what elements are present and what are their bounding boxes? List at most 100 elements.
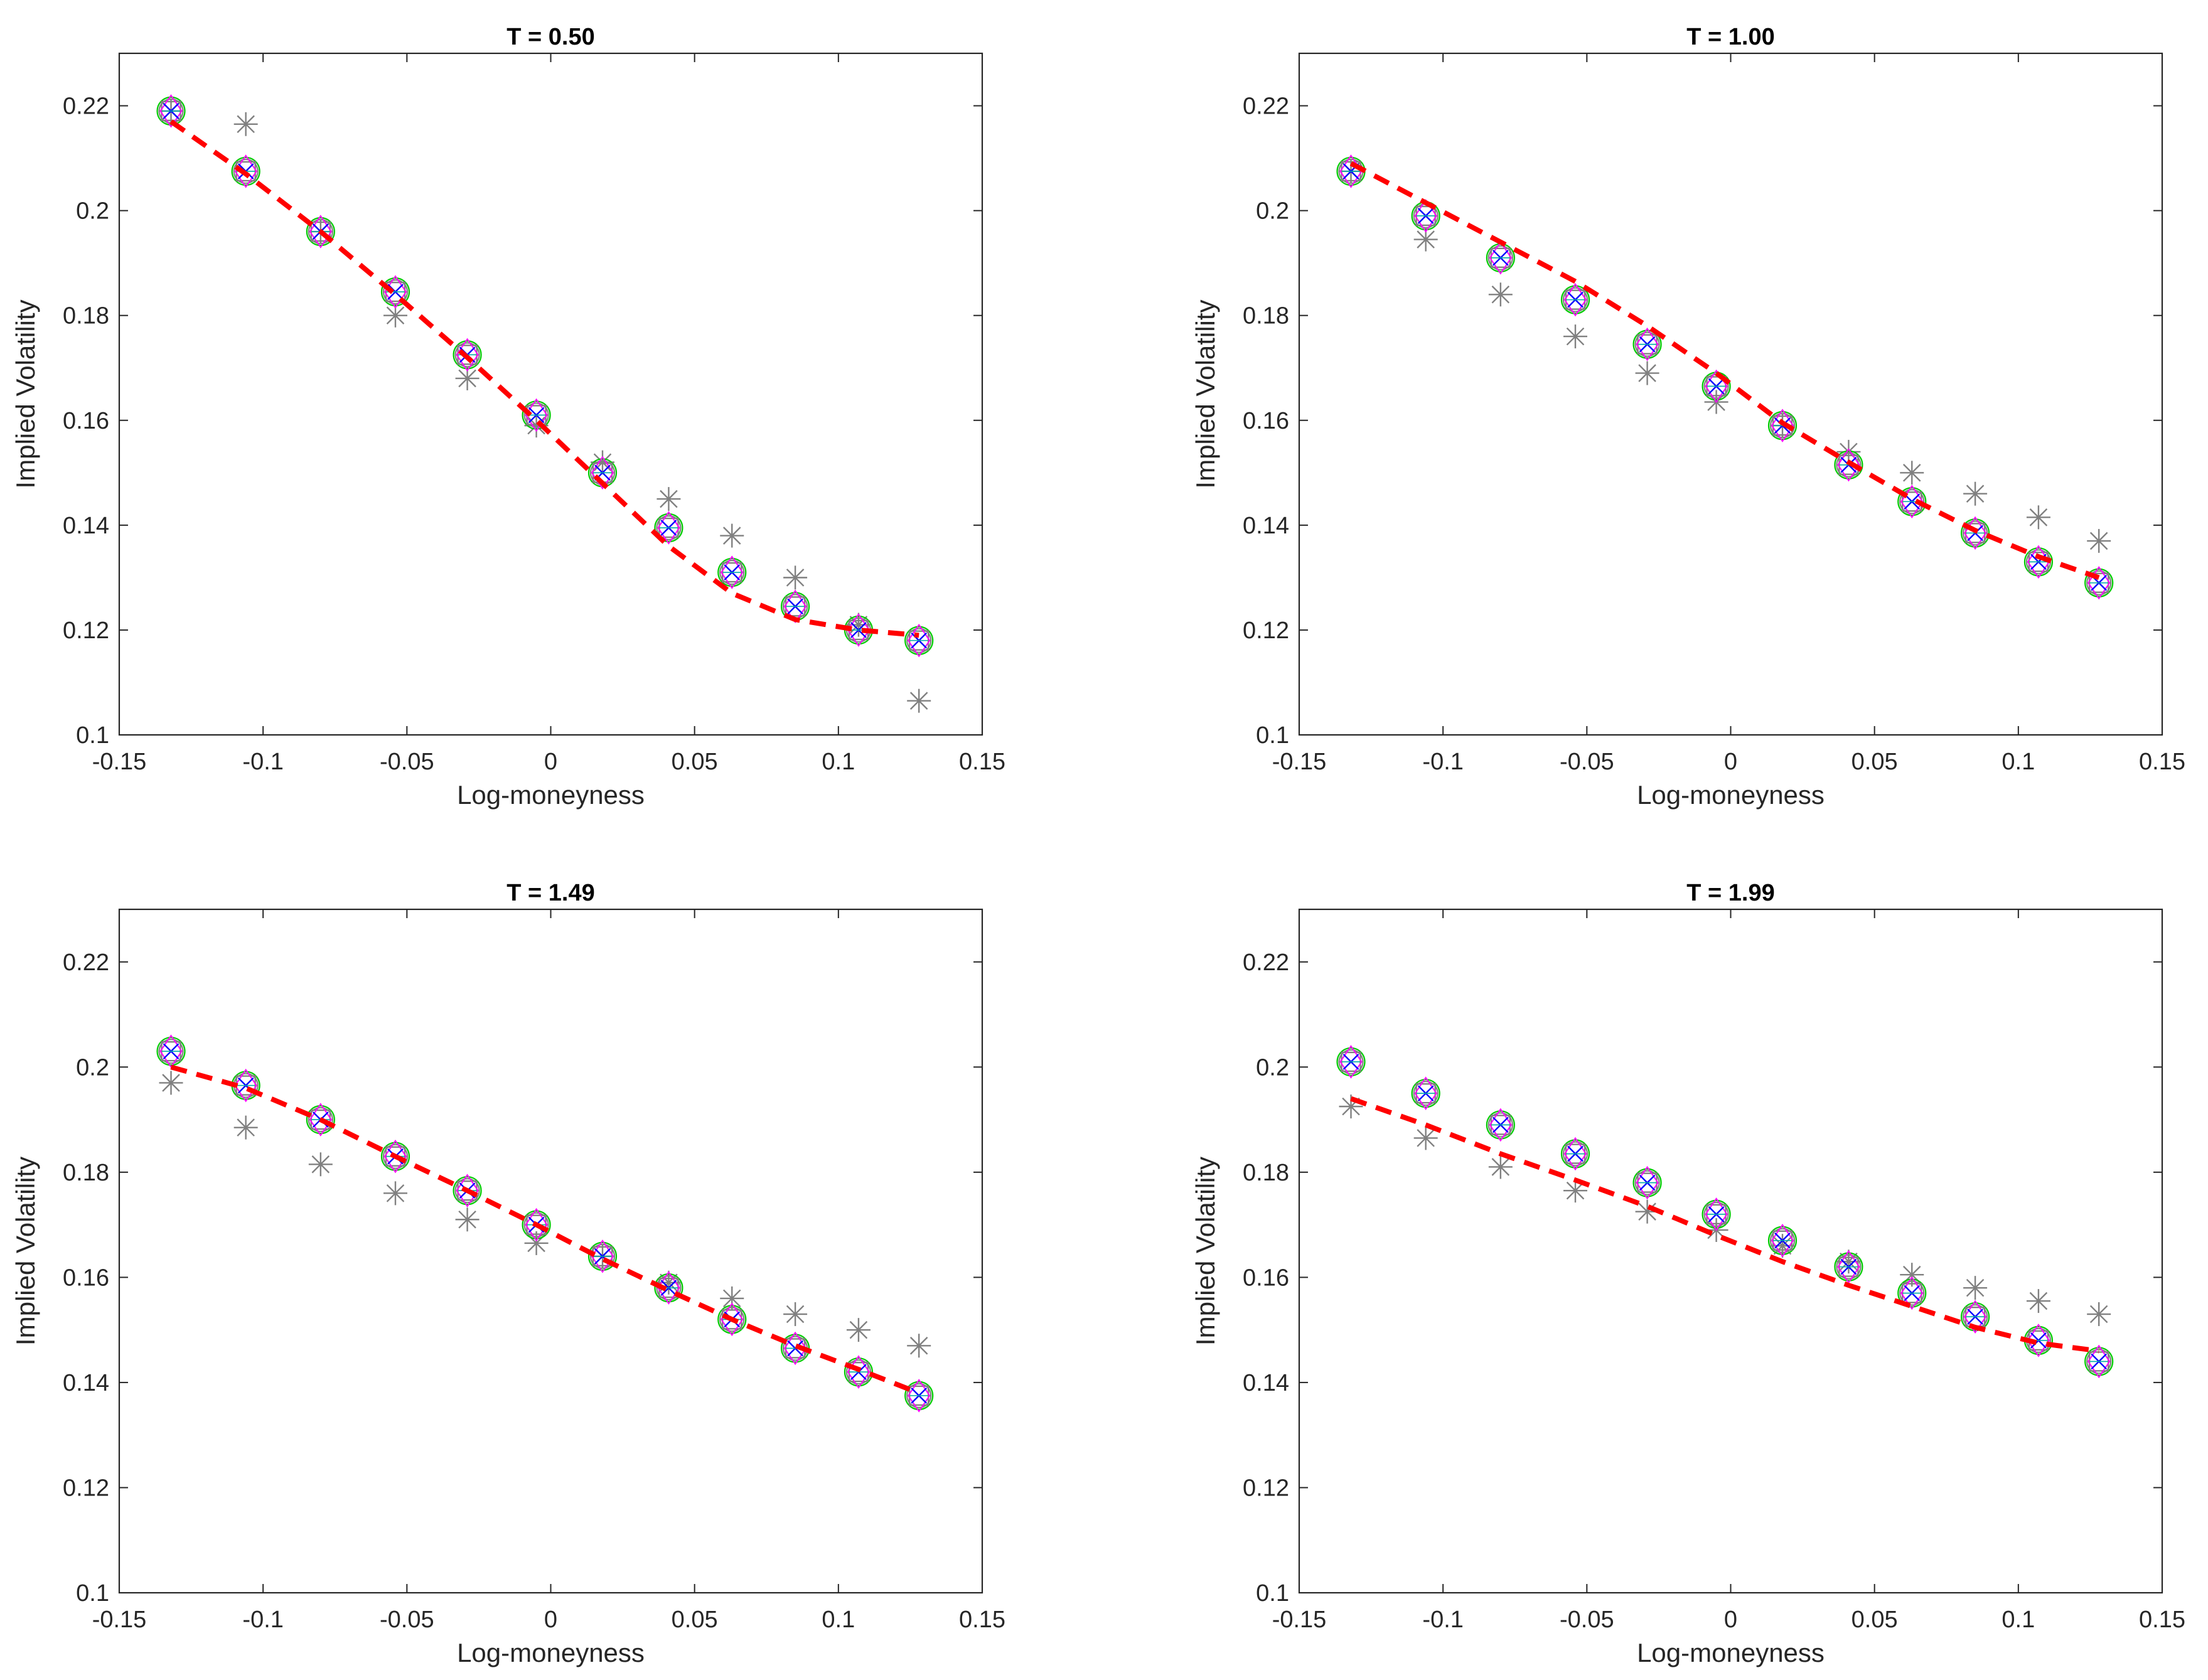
circle-marker xyxy=(1560,285,1590,314)
star-marker xyxy=(2087,528,2111,553)
y-tick-label: 0.2 xyxy=(76,198,109,225)
y-axis-label: Implied Volatility xyxy=(11,1157,40,1346)
panel-title: T = 1.49 xyxy=(506,880,594,906)
gray-circle-marker xyxy=(382,279,409,305)
y-tick-label: 0.14 xyxy=(63,1370,109,1396)
x-tick-label: 0.15 xyxy=(959,749,1005,775)
gray-circle-marker xyxy=(2086,570,2112,596)
square-marker xyxy=(1637,334,1658,355)
circle-marker xyxy=(306,217,335,247)
diamond-marker xyxy=(721,555,744,589)
circle-marker xyxy=(1834,1252,1863,1281)
diamond-marker xyxy=(1837,447,1860,482)
gray-circle-marker xyxy=(1836,452,1862,478)
diamond-marker xyxy=(591,456,614,490)
y-tick-label: 0.18 xyxy=(63,1160,109,1186)
x-tick-label: 0.1 xyxy=(2002,1607,2035,1633)
y-axis-label: Implied Volatility xyxy=(1191,299,1220,488)
circle-marker xyxy=(1486,1110,1515,1140)
circle-marker xyxy=(306,1105,335,1135)
square-marker xyxy=(1706,376,1727,397)
y-axis-label: Implied Volatility xyxy=(1191,1157,1220,1346)
star-stroke xyxy=(311,1155,330,1174)
circle-marker xyxy=(453,340,482,370)
composite-marker xyxy=(2084,1344,2114,1379)
diamond-marker xyxy=(1339,1045,1363,1079)
star-marker xyxy=(783,1302,808,1327)
panel-title: T = 0.50 xyxy=(506,24,594,50)
chart-panel-4: -0.15 -0.1 -0.05 0 0.05 0.1 0.15 0.1 0.12 0.14 0.1… xyxy=(1191,880,2185,1667)
star-marker xyxy=(159,1071,183,1095)
x-tick-label: 0.1 xyxy=(822,1607,855,1633)
chart-panel-3: -0.15 -0.1 -0.05 0 0.05 0.1 0.15 0.1 0.12 0.14 0.1… xyxy=(11,880,1005,1667)
composite-marker xyxy=(1632,1165,1662,1200)
circle-marker xyxy=(2084,568,2114,597)
composite-marker xyxy=(1702,1197,1731,1231)
circle-marker xyxy=(1897,487,1927,516)
square-marker xyxy=(1838,1256,1859,1277)
y-tick-label: 0.2 xyxy=(1256,198,1289,225)
gray-circle-marker xyxy=(1487,1112,1513,1138)
y-tick-label: 0.1 xyxy=(1256,1580,1289,1607)
star-marker xyxy=(1963,481,1988,506)
model-line xyxy=(1350,1096,2099,1354)
circle-marker xyxy=(453,1176,482,1206)
star-marker xyxy=(2026,1289,2050,1314)
gray-circle-marker xyxy=(1769,413,1796,439)
star-marker xyxy=(783,565,808,590)
gray-circle-marker xyxy=(1634,1170,1660,1196)
circle-marker xyxy=(1411,1079,1440,1108)
composite-marker xyxy=(522,398,551,432)
diamond-marker xyxy=(1414,199,1437,233)
diamond-marker xyxy=(1563,1137,1587,1171)
star-stroke xyxy=(1491,285,1510,304)
y-tick-label: 0.2 xyxy=(76,1054,109,1081)
x-tick-label: -0.15 xyxy=(92,1607,147,1633)
diamond-marker xyxy=(1636,327,1659,361)
circle-marker xyxy=(1767,1226,1798,1255)
y-tick-label: 0.12 xyxy=(63,618,109,644)
circle-marker xyxy=(522,1210,551,1239)
star-stroke xyxy=(1638,364,1656,382)
composite-marker xyxy=(2084,565,2114,600)
gray-circle-marker xyxy=(589,1243,616,1269)
diamond-marker xyxy=(383,1139,407,1174)
gray-circle-marker xyxy=(1962,520,1988,546)
square-marker xyxy=(385,281,406,302)
x-axis-label: Log-moneyness xyxy=(1637,780,1825,810)
composite-marker xyxy=(780,589,810,624)
x-tick-label: 0.1 xyxy=(2002,749,2035,775)
star-marker xyxy=(720,1286,744,1310)
diamond-marker xyxy=(1489,241,1513,275)
diamond-marker xyxy=(657,511,680,545)
square-marker xyxy=(1637,1172,1658,1193)
square-marker xyxy=(908,630,930,651)
circle-marker xyxy=(904,626,934,655)
gray-circle-marker xyxy=(1487,245,1513,270)
circle-marker xyxy=(844,1357,874,1387)
circle-marker xyxy=(717,1305,747,1334)
y-tick-label: 0.14 xyxy=(63,513,109,539)
square-marker xyxy=(1415,205,1436,227)
circle-marker xyxy=(654,513,683,543)
square-marker xyxy=(385,1146,406,1167)
star-marker xyxy=(1488,282,1513,307)
composite-marker xyxy=(1834,1249,1863,1284)
star-stroke xyxy=(162,1074,180,1092)
composite-marker xyxy=(1486,1108,1515,1142)
square-marker xyxy=(1415,1083,1436,1104)
x-tick-label: 0 xyxy=(1724,1607,1737,1633)
star-stroke xyxy=(458,369,476,388)
x-axis-label: Log-moneyness xyxy=(1637,1638,1825,1667)
circle-marker xyxy=(2084,1347,2114,1376)
diamond-marker xyxy=(159,94,183,128)
square-marker xyxy=(161,1041,181,1062)
diamond-marker xyxy=(591,1239,614,1273)
x-tick-label: 0.1 xyxy=(822,749,855,775)
x-tick-label: -0.15 xyxy=(1272,749,1327,775)
gray-circle-marker xyxy=(382,1143,409,1169)
star-stroke xyxy=(1966,1278,1985,1297)
gray-circle-marker xyxy=(454,1178,480,1204)
model-line xyxy=(169,119,919,638)
